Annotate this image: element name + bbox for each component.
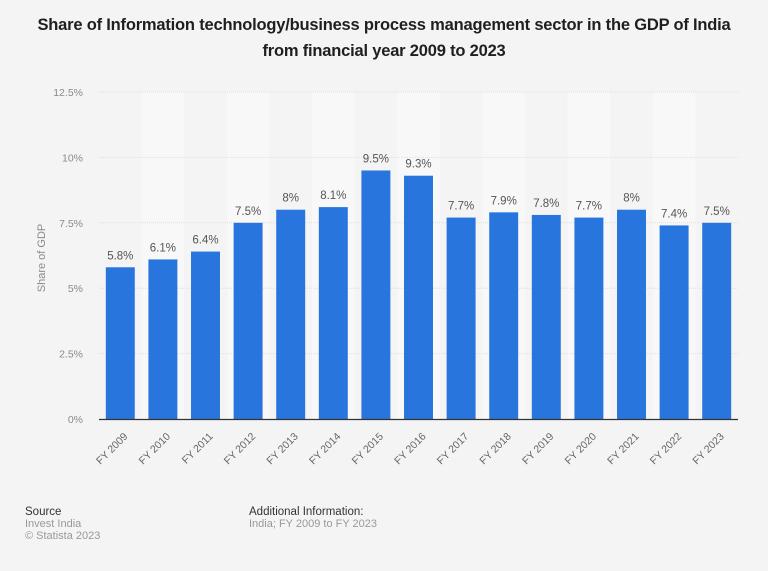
y-tick-label: 7.5%: [59, 218, 83, 230]
bar: [489, 212, 519, 419]
bar: [531, 214, 561, 419]
x-tick-label: FY 2016: [392, 431, 429, 468]
x-tick-label: FY 2021: [605, 431, 642, 468]
additional-info-text: India; FY 2009 to FY 2023: [249, 518, 378, 530]
y-tick-label: 2.5%: [59, 349, 83, 361]
bar-value-label: 6.4%: [192, 235, 218, 247]
bar: [446, 217, 476, 419]
x-tick-label: FY 2013: [264, 431, 301, 468]
x-tick-label: FY 2012: [222, 431, 259, 468]
bar-value-label: 8%: [623, 193, 640, 205]
x-tick-label: FY 2020: [563, 431, 600, 468]
bar: [105, 267, 135, 419]
x-tick-label: FY 2022: [648, 431, 685, 468]
bar-value-label: 7.5%: [235, 206, 261, 218]
bar-value-label: 8.1%: [320, 190, 346, 202]
bar: [276, 209, 306, 419]
bar: [702, 222, 732, 419]
bar: [361, 170, 391, 419]
bar-value-label: 9.5%: [363, 153, 389, 165]
bar-value-label: 7.4%: [661, 208, 687, 220]
additional-info-block: Additional Information: India; FY 2009 t…: [249, 506, 377, 530]
y-axis-ticks: 0% 2.5% 5% 7.5% 10% 12.5%: [53, 87, 83, 426]
x-tick-label: FY 2017: [435, 431, 472, 468]
x-axis-ticks: FY 2009 FY 2010 FY 2011 FY 2012 FY 2013 FY 20…: [94, 431, 727, 468]
x-tick-label: FY 2023: [690, 431, 727, 468]
bars: [105, 170, 732, 419]
x-tick-label: FY 2009: [94, 431, 131, 468]
y-tick-label: 0%: [68, 414, 83, 426]
y-tick-label: 12.5%: [53, 87, 83, 99]
bar-value-label: 6.1%: [150, 242, 176, 254]
x-tick-label: FY 2014: [307, 431, 344, 468]
bar: [659, 225, 689, 419]
bar-value-label: 7.8%: [533, 198, 559, 210]
value-labels: 5.8% 6.1% 6.4% 7.5% 8% 8.1% 9.5% 9.3% 7.7% 7.9% 7.…: [107, 153, 730, 262]
source-block: Source Invest India © Statista 2023: [25, 506, 100, 542]
bar-value-label: 7.9%: [491, 195, 517, 207]
y-tick-label: 5%: [68, 283, 83, 295]
source-heading: Source: [25, 506, 62, 518]
x-tick-label: FY 2018: [477, 431, 514, 468]
copyright-line: © Statista 2023: [25, 530, 101, 542]
bar-chart: 5.8% 6.1% 6.4% 7.5% 8% 8.1% 9.5% 9.3% 7.7% 7.9% 7.…: [36, 87, 738, 468]
x-tick-label: FY 2019: [520, 431, 557, 468]
bar: [404, 175, 433, 419]
bar: [574, 217, 604, 419]
bar-value-label: 7.5%: [704, 206, 730, 218]
bar-value-label: 5.8%: [107, 250, 133, 262]
x-tick-label: FY 2015: [350, 431, 387, 468]
bar: [148, 259, 178, 419]
bar-value-label: 8%: [282, 193, 299, 205]
y-tick-label: 10%: [62, 152, 83, 164]
bar-value-label: 7.7%: [448, 201, 474, 213]
bar: [318, 207, 348, 419]
bar: [233, 222, 263, 419]
x-tick-label: FY 2010: [137, 431, 174, 468]
y-axis-label: Share of GDP: [36, 224, 48, 292]
chart-title: Share of Information technology/business…: [37, 16, 731, 60]
bar-value-label: 9.3%: [405, 159, 431, 171]
additional-info-heading: Additional Information:: [249, 506, 364, 518]
bar-value-label: 7.7%: [576, 201, 602, 213]
bar: [191, 251, 220, 419]
bar: [617, 209, 646, 419]
source-line: Invest India: [25, 518, 82, 530]
x-tick-label: FY 2011: [180, 431, 216, 467]
